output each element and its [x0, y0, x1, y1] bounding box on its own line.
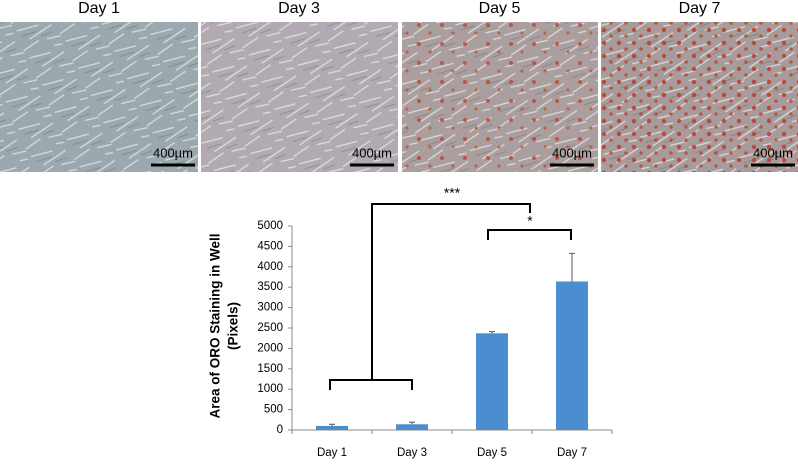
micrograph-staining [601, 22, 798, 172]
y-tick-label: 3000 [257, 302, 283, 314]
scale-bar-label: 400µm [552, 145, 592, 160]
micrograph-texture [201, 22, 398, 172]
y-tick-label: 4000 [257, 261, 283, 273]
scale-bar-label: 400µm [352, 145, 392, 160]
y-tick-label: 2000 [257, 342, 283, 354]
bracket [487, 229, 572, 240]
bar [316, 425, 348, 430]
y-tick-label: 5000 [257, 220, 283, 232]
bar [396, 424, 428, 430]
y-axis-label: (Pixels) [226, 302, 241, 350]
error-bar [489, 331, 495, 334]
panel-label: Day 1 [78, 0, 120, 17]
y-tick-label: 2500 [257, 322, 283, 334]
panel-label: Day 7 [679, 0, 721, 17]
micrograph-texture [0, 22, 198, 172]
y-tick-label: 1000 [257, 383, 283, 395]
y-axis-label: Area of ORO Staining in Well [208, 233, 223, 418]
x-tick-label: Day 3 [397, 447, 427, 459]
x-tick-label: Day 7 [557, 447, 587, 459]
y-tick-label: 3500 [257, 281, 283, 293]
scale-bar-label: 400µm [153, 145, 193, 160]
bracket [329, 203, 531, 390]
micrographs [0, 22, 798, 172]
y-tick-label: 500 [264, 404, 283, 416]
annotation: * [527, 213, 533, 229]
y-tick-label: 0 [277, 424, 283, 436]
panel-label: Day 5 [479, 0, 521, 17]
y-tick-label: 4500 [257, 240, 283, 252]
bar [476, 333, 508, 430]
bar [556, 281, 588, 430]
x-tick-label: Day 1 [317, 447, 347, 459]
x-tick-label: Day 5 [477, 447, 507, 459]
panel-label: Day 3 [278, 0, 320, 17]
error-bar [329, 423, 335, 426]
error-bar [569, 252, 575, 282]
significance-brackets [329, 203, 572, 390]
annotation: *** [444, 185, 461, 201]
y-tick-label: 1500 [257, 363, 283, 375]
error-bar [409, 421, 415, 425]
micrograph-staining [402, 22, 598, 172]
scale-bar-label: 400µm [753, 145, 793, 160]
